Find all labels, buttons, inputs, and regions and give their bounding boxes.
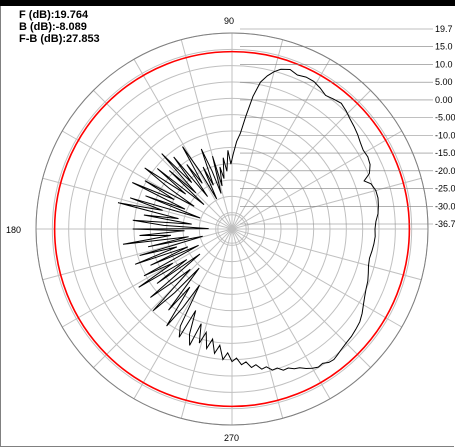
ring-label: -20.0 <box>435 166 455 176</box>
grid-ring-1 <box>215 212 249 246</box>
ring-label: -30.0 <box>435 201 455 211</box>
ring-label: 19.7 <box>435 24 453 34</box>
ring-label: 15.0 <box>435 42 453 52</box>
readout-panel: F (dB):19.764 B (dB):-8.089 F-B (dB):27.… <box>19 9 100 45</box>
pattern-trace <box>117 68 379 371</box>
front-gain-readout: F (dB):19.764 <box>19 9 89 21</box>
angle-label-270: 270 <box>224 433 239 443</box>
reference-ring <box>53 50 411 408</box>
grid-ring-10 <box>68 65 396 393</box>
ring-label: -5.00 <box>435 113 455 123</box>
plot-frame <box>0 6 454 447</box>
outer-ring <box>35 32 429 426</box>
ring-label: -25.0 <box>435 184 455 194</box>
ring-label: 5.00 <box>435 77 453 87</box>
grid-ring-9 <box>84 81 380 377</box>
grid-ring-7 <box>117 114 347 344</box>
ring-label: -10.0 <box>435 130 455 140</box>
angle-label-180: 180 <box>6 225 21 235</box>
ring-label: 0.00 <box>435 95 453 105</box>
ring-label: -15.0 <box>435 148 455 158</box>
grid-ring-inner <box>217 214 247 244</box>
grid-ring-8 <box>100 97 364 361</box>
back-gain-readout: B (dB):-8.089 <box>19 21 87 33</box>
ring-label: -36.7 <box>435 219 455 229</box>
front-to-back-readout: F-B (dB):27.853 <box>19 33 100 45</box>
ring-label: 10.0 <box>435 59 453 69</box>
angle-label-90: 90 <box>224 16 234 26</box>
grid-ring-11 <box>51 48 413 410</box>
header-bar <box>0 0 455 6</box>
